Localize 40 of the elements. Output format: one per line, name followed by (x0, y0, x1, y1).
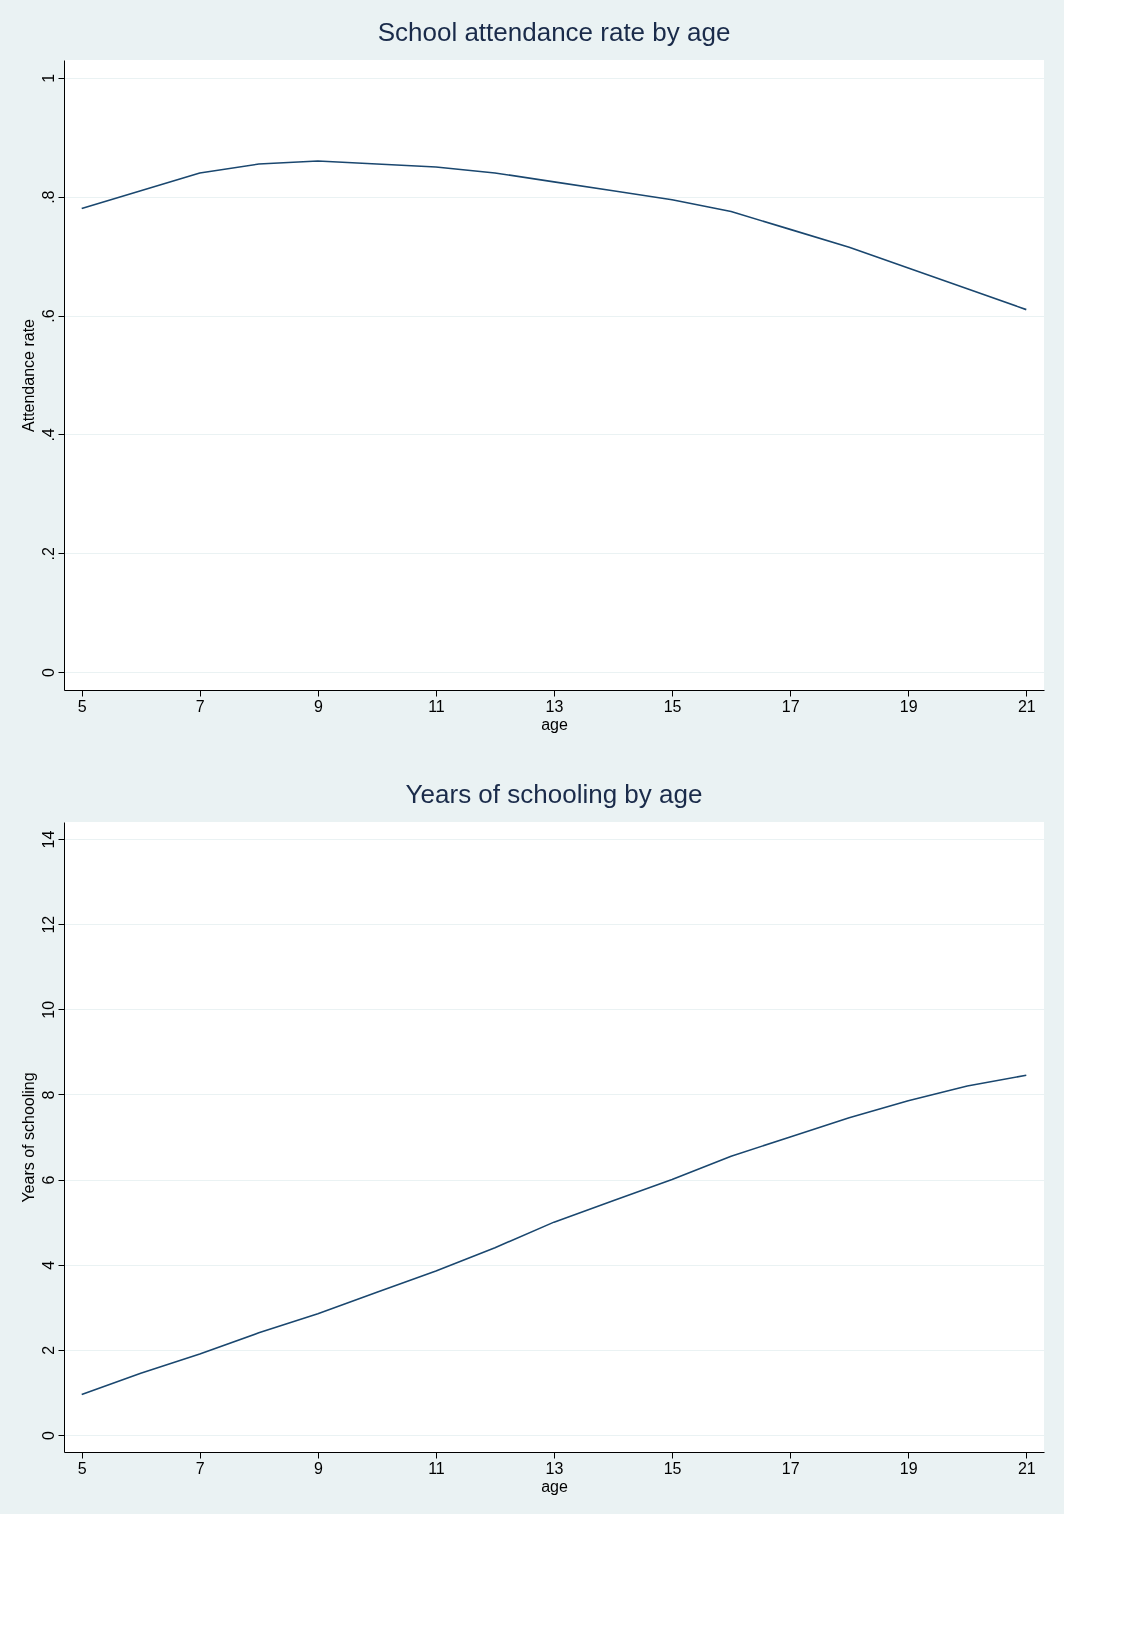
y-tick-label: 12 (39, 915, 57, 934)
chart-title: Years of schooling by age (405, 779, 703, 809)
chart-title: School attendance rate by age (377, 17, 731, 47)
x-tick-label: 19 (899, 1459, 918, 1477)
y-tick-label: 8 (39, 1090, 57, 1100)
y-tick-label: .6 (39, 309, 57, 323)
x-tick-label: 21 (1017, 1459, 1036, 1477)
x-tick-label: 7 (195, 697, 205, 715)
y-tick-label: .4 (39, 428, 57, 442)
y-axis-title: Attendance rate (19, 318, 37, 432)
x-tick-label: 15 (663, 697, 682, 715)
y-tick-label: 1 (39, 73, 57, 83)
y-tick-label: .8 (39, 190, 57, 204)
x-tick-label: 21 (1017, 697, 1036, 715)
x-tick-label: 13 (545, 697, 564, 715)
x-tick-label: 11 (428, 1459, 445, 1477)
y-tick-label: 10 (39, 1000, 57, 1019)
x-tick-label: 11 (428, 697, 445, 715)
y-tick-label: .2 (39, 547, 57, 561)
x-tick-label: 13 (545, 1459, 564, 1477)
y-axis-title: Years of schooling (19, 1072, 37, 1203)
x-tick-label: 19 (899, 697, 918, 715)
x-tick-label: 17 (781, 1459, 800, 1477)
x-axis-title: age (541, 715, 568, 733)
line-series (80, 160, 1028, 311)
x-tick-label: 9 (313, 697, 323, 715)
y-tick-label: 2 (39, 1345, 57, 1355)
y-tick-label: 4 (39, 1260, 57, 1270)
x-tick-label: 17 (781, 697, 800, 715)
y-tick-label: 0 (39, 1430, 57, 1440)
y-tick-label: 6 (39, 1175, 57, 1185)
x-tick-label: 9 (313, 1459, 323, 1477)
y-tick-label: 14 (39, 830, 57, 849)
y-tick-label: 0 (39, 668, 57, 678)
x-tick-label: 7 (195, 1459, 205, 1477)
x-axis-title: age (541, 1477, 568, 1495)
x-tick-label: 5 (77, 697, 87, 715)
x-tick-label: 5 (77, 1459, 87, 1477)
line-series (80, 1074, 1028, 1396)
x-tick-label: 15 (663, 1459, 682, 1477)
